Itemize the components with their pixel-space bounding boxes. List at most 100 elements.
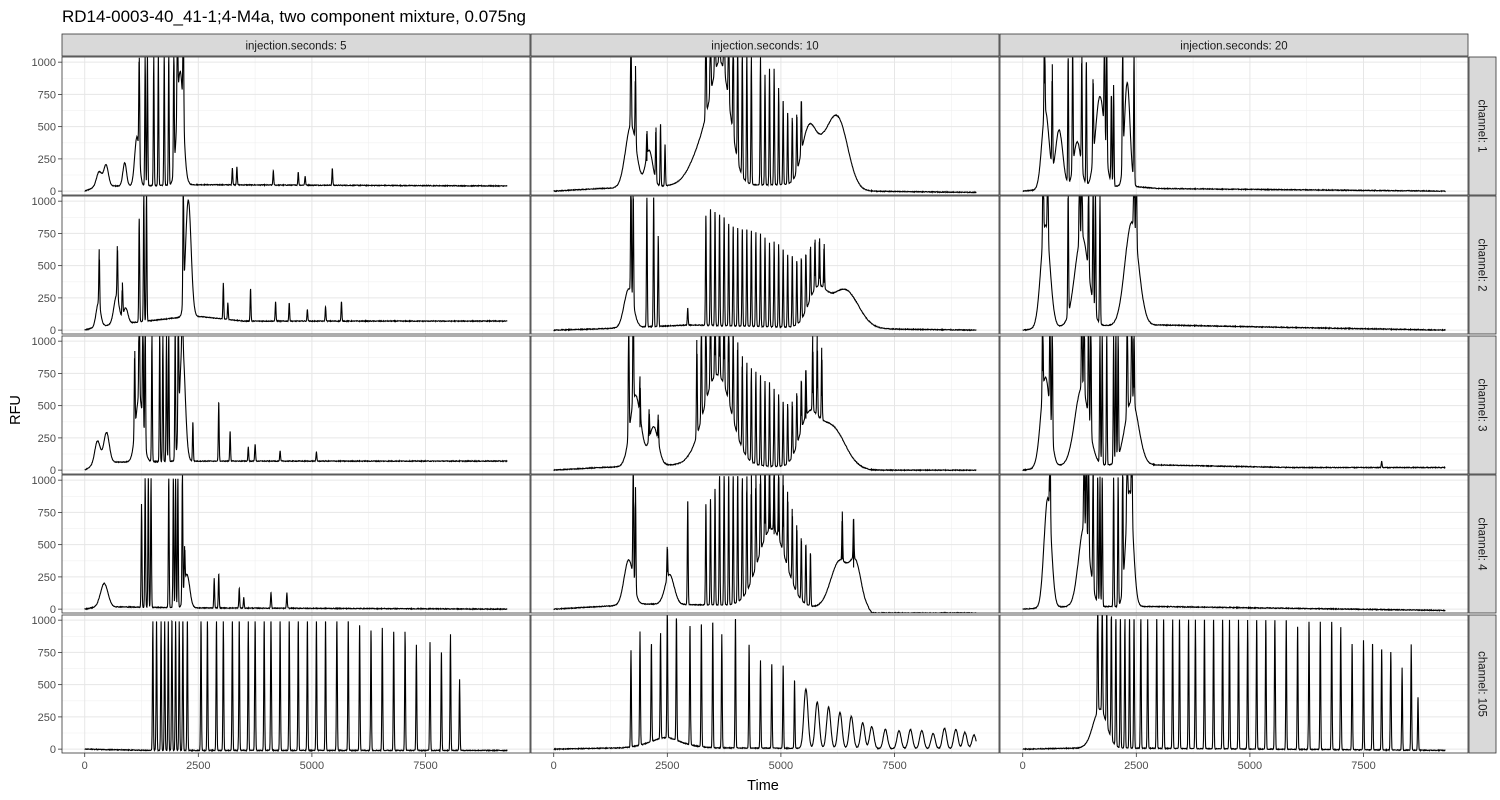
panel-background	[1000, 336, 1468, 474]
y-tick-label: 750	[38, 89, 56, 101]
panel-background	[1000, 57, 1468, 195]
column-strip-bg	[61, 33, 531, 57]
x-tick-label: 2500	[1124, 760, 1148, 772]
y-tick-label: 750	[38, 368, 56, 380]
facet-panel	[61, 474, 531, 614]
series-line-ch3-inj20	[1022, 336, 1446, 472]
series-line-ch3-inj5	[84, 336, 508, 471]
facet-panel	[61, 614, 531, 754]
y-tick-label: 1000	[32, 615, 56, 627]
x-tick-label: 0	[1020, 760, 1026, 772]
row-strip-label: channel: 105	[1476, 651, 1488, 717]
y-tick-label: 1000	[32, 57, 56, 69]
facet-panel	[61, 56, 531, 196]
x-tick-label: 5000	[1238, 760, 1262, 772]
series-line-ch2-inj5	[84, 196, 508, 331]
series-line-ch4-inj5	[84, 475, 508, 611]
series-line-ch1-inj5	[84, 57, 508, 192]
column-strip-bg	[530, 33, 1000, 57]
panel-background	[62, 57, 530, 195]
facet-panel	[61, 335, 531, 475]
row-strip-bg	[1468, 335, 1497, 475]
panel-border	[61, 335, 531, 475]
panel-border	[530, 335, 1000, 475]
facet-panel	[530, 56, 1000, 196]
facet-panel	[530, 335, 1000, 475]
row-strip-bg	[1468, 614, 1497, 754]
column-strip-label: injection.seconds: 5	[245, 41, 346, 53]
column-strips: injection.seconds: 5 injection.seconds: 1…	[61, 33, 1469, 57]
row-strip-label: channel: 3	[1476, 378, 1488, 431]
x-tick-label: 7500	[1351, 760, 1375, 772]
panel-border	[999, 335, 1469, 475]
x-tick-label: 5000	[769, 760, 793, 772]
panel-background	[531, 615, 999, 753]
panel-border	[530, 474, 1000, 614]
x-tick-label: 2500	[655, 760, 679, 772]
panel-background	[62, 475, 530, 613]
x-axis: 0 2500 5000 7500 0 2500 5000 7500 0 2500 5000 7500	[82, 753, 1376, 772]
series-line-ch4-inj20	[1022, 475, 1446, 612]
facet-panel	[999, 614, 1469, 754]
panel-background	[62, 615, 530, 753]
panel-background	[1000, 615, 1468, 753]
x-tick-label: 7500	[413, 760, 437, 772]
y-tick-label: 1000	[32, 475, 56, 487]
y-tick-label: 500	[38, 680, 56, 692]
panel-border	[999, 474, 1469, 614]
x-tick-label: 0	[82, 760, 88, 772]
series-line-ch2-inj20	[1022, 196, 1446, 332]
y-tick-label: 500	[38, 122, 56, 134]
panel-border	[530, 614, 1000, 754]
y-tick-label: 250	[38, 293, 56, 305]
row-strip-label: channel: 2	[1476, 238, 1488, 291]
chart-title: RD14-0003-40_41-1;4-M4a, two component m…	[62, 7, 526, 26]
panel-background	[1000, 475, 1468, 613]
series-line-ch105-inj10	[553, 615, 977, 751]
panel-background	[1000, 196, 1468, 334]
series-line-ch105-inj20	[1022, 615, 1446, 752]
x-tick-label: 7500	[882, 760, 906, 772]
panel-border	[999, 56, 1469, 196]
facet-panels	[61, 56, 1469, 754]
facet-panel	[530, 614, 1000, 754]
y-tick-label: 500	[38, 540, 56, 552]
facet-panel	[530, 195, 1000, 335]
facet-panel	[999, 195, 1469, 335]
row-strip-label: channel: 4	[1476, 517, 1488, 571]
y-tick-label: 1000	[32, 336, 56, 348]
panel-border	[530, 56, 1000, 196]
y-tick-label: 250	[38, 154, 56, 166]
y-tick-label: 500	[38, 401, 56, 413]
y-tick-label: 0	[50, 325, 56, 337]
panel-border	[530, 195, 1000, 335]
y-tick-label: 0	[50, 604, 56, 616]
panel-border	[61, 474, 531, 614]
x-tick-label: 2500	[186, 760, 210, 772]
y-tick-label: 0	[50, 744, 56, 756]
y-tick-label: 0	[50, 186, 56, 198]
y-tick-label: 750	[38, 228, 56, 240]
row-strip-label: channel: 1	[1476, 99, 1488, 152]
row-strips: channel: 1 channel: 2 channel: 3 channel: 4…	[1468, 56, 1497, 754]
series-line-ch1-inj20	[1022, 57, 1446, 193]
y-tick-label: 1000	[32, 196, 56, 208]
row-strip-bg	[1468, 56, 1497, 196]
y-tick-label: 250	[38, 572, 56, 584]
series-line-ch105-inj5	[84, 619, 508, 753]
y-axis-title: RFU	[8, 395, 24, 425]
series-line-ch1-inj10	[553, 57, 977, 194]
panel-border	[999, 195, 1469, 335]
facet-panel	[999, 56, 1469, 196]
y-tick-label: 750	[38, 647, 56, 659]
facet-panel	[530, 474, 1000, 614]
panel-border	[999, 614, 1469, 754]
x-axis-title: Time	[747, 778, 779, 794]
series-line-ch2-inj10	[553, 196, 977, 332]
row-strip-bg	[1468, 474, 1497, 614]
panel-background	[62, 196, 530, 334]
panel-border	[61, 195, 531, 335]
column-strip-label: injection.seconds: 20	[1180, 41, 1287, 53]
row-strip-bg	[1468, 195, 1497, 335]
